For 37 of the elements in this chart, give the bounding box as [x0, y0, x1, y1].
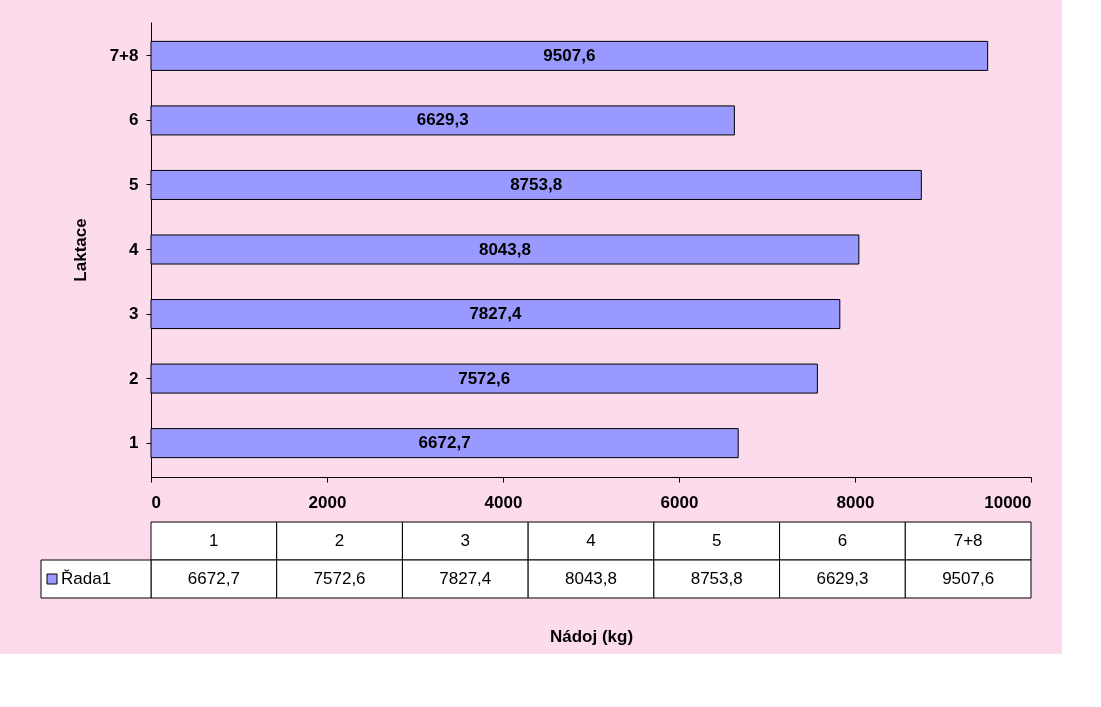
text: 9507,6 [942, 569, 995, 588]
data-label: 9507,6 [543, 45, 596, 65]
y-tick-label: 7+8 [109, 45, 139, 65]
y-axis-title: Laktace [70, 218, 90, 282]
category-label: 1 [209, 531, 219, 550]
category-label: 5 [711, 531, 722, 550]
x-tick-label: 6000 [660, 492, 699, 512]
y-tick-label: 2 [129, 368, 139, 388]
data-label: 7827,4 [469, 304, 522, 324]
text: 8753,8 [690, 569, 743, 588]
text: 6672,7 [187, 569, 240, 588]
text: 7572,6 [313, 569, 366, 588]
x-tick-label: 10000 [984, 492, 1032, 512]
x-tick-label: 2000 [308, 492, 347, 512]
category-label: 3 [460, 531, 471, 550]
data-label: 6629,3 [416, 110, 469, 130]
text: 7827,4 [439, 569, 492, 588]
data-label: 6672,7 [418, 433, 471, 453]
text: 8043,8 [565, 569, 617, 588]
category-label: 2 [334, 531, 345, 550]
text: 6629,3 [816, 569, 869, 588]
category-label: 7+8 [953, 531, 983, 550]
legend-label: Řada1 [61, 569, 112, 588]
data-label: 7572,6 [458, 368, 511, 388]
y-tick-label: 3 [129, 304, 139, 324]
data-label: 8753,8 [510, 174, 563, 194]
data-label: 8043,8 [478, 239, 531, 259]
x-tick-label: 8000 [836, 492, 875, 512]
y-tick-label: 1 [129, 433, 139, 453]
category-label: 6 [837, 531, 848, 550]
y-tick-label: 4 [129, 239, 140, 259]
text: Nádoj (kg) [549, 626, 634, 646]
x-tick-label: 0 [151, 492, 161, 512]
y-tick-label: 5 [129, 174, 139, 194]
category-label: 4 [586, 531, 596, 550]
x-tick-label: 4000 [484, 492, 523, 512]
y-tick-label: 6 [129, 110, 139, 130]
